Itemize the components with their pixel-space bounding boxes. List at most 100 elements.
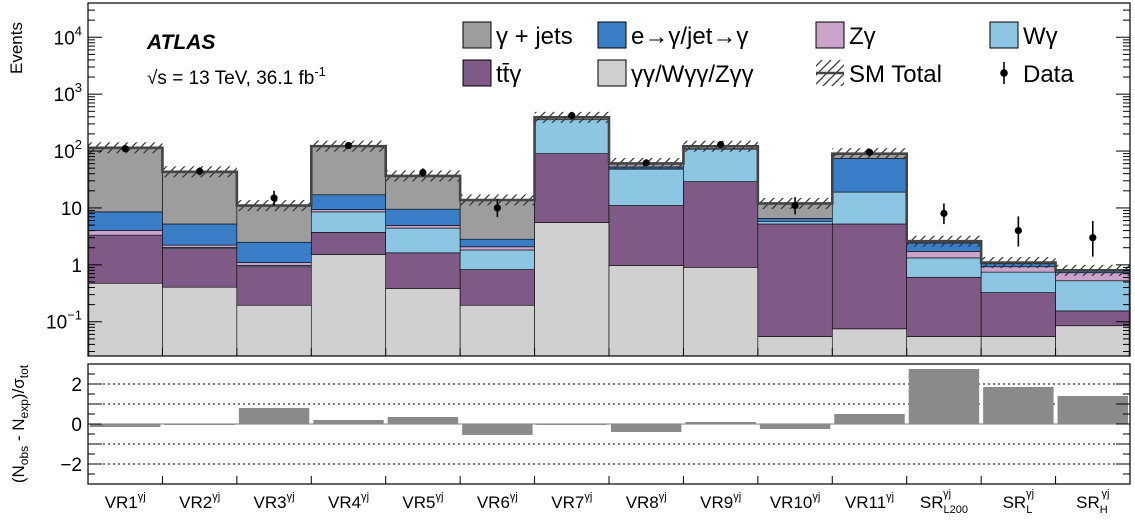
y-tick-label: 102: [54, 137, 82, 163]
sm-total-line: [88, 116, 1130, 356]
data-point: [270, 194, 278, 202]
bar-segment: [608, 168, 684, 206]
data-point: [121, 145, 129, 153]
ratio-title-s1: obs: [17, 446, 31, 465]
legend-label: tt̄γ: [496, 61, 521, 88]
category-base: VR1: [105, 493, 138, 512]
ratio-y-axis-title: (Nobs - Nexp)/σtot: [9, 364, 31, 483]
category-label: VR11γj: [845, 491, 894, 512]
legend-item: tt̄γ: [462, 59, 521, 88]
ratio-bar: [238, 408, 310, 424]
legend-marker: [1000, 69, 1008, 77]
legend-label: γγ/Wγγ/Zγγ: [631, 61, 754, 88]
legend-label: Zγ: [849, 23, 876, 50]
legend-label: Data: [1023, 61, 1074, 88]
category-superscript: γj: [943, 488, 951, 500]
y-tick-exponent: 4: [75, 23, 82, 38]
category-base: VR7: [551, 493, 584, 512]
sqrt-s: √s: [147, 68, 167, 89]
ratio-bar: [164, 424, 235, 425]
data-point: [568, 111, 576, 120]
legend-label: SM Total: [849, 61, 942, 88]
legend-item: γγ/Wγγ/Zγγ: [597, 59, 754, 88]
bar-segment: [385, 225, 461, 229]
bar-segment: [757, 336, 833, 356]
bar-segment: [310, 209, 387, 213]
ratio-title-p3: )/σ: [9, 378, 28, 399]
ratio-bar: [1057, 396, 1128, 424]
category-label: VR8γj: [626, 491, 667, 512]
bar-segment: [385, 208, 461, 226]
data-point: [344, 141, 353, 150]
legend-swatch: [462, 21, 492, 49]
bar-segment: [459, 304, 535, 356]
category-label: VR10γj: [770, 491, 820, 512]
bar-segment: [236, 262, 312, 266]
bar-segment: [1055, 310, 1130, 327]
category-base: VR9: [700, 493, 733, 512]
ratio-title-p2: - N: [9, 418, 28, 445]
category-superscript: γj: [138, 491, 146, 503]
ratio-bar: [759, 424, 831, 429]
ratio-title-s3: tot: [17, 364, 31, 378]
data-point: [717, 140, 725, 149]
main-y-axis-title: Events: [7, 22, 26, 74]
bar-segment: [459, 249, 535, 270]
category-subscript: L: [1026, 504, 1032, 516]
ratio-bar: [536, 424, 607, 425]
bar-segment: [831, 158, 908, 193]
bar-segment: [459, 246, 535, 251]
ratio-bar: [685, 422, 756, 424]
bar-segment: [980, 292, 1056, 337]
x-axis-category-labels: VR1γj VR2γj VR3γj VR4γj VR5γj VR6γj VR7γj VR8γj…: [87, 348, 1131, 516]
legend-label: γ + jets: [496, 23, 573, 50]
ratio-y-tick-label: 0: [71, 415, 82, 436]
energy-lumi-text: = 13 TeV, 36.1 fb: [167, 68, 314, 89]
category-superscript: γj: [361, 491, 369, 503]
category-label: VR6γj: [477, 491, 518, 512]
legend-item: γ + jets: [462, 21, 573, 50]
legend-swatch: [815, 21, 845, 49]
bar-segment: [534, 153, 610, 223]
ratio-bar: [983, 387, 1054, 424]
category-label: VR2γj: [179, 491, 220, 512]
legend: γ + jets e→γ/jet→γ Zγ Wγ tt̄γ γγ/Wγγ/Zγγ SM To…: [462, 21, 1074, 88]
bar-segment: [534, 119, 610, 154]
category-label: VR9γj: [700, 491, 741, 512]
category-base: VR11: [845, 493, 886, 512]
category-label: SRHγj: [1076, 488, 1109, 516]
bar-segment: [608, 205, 684, 266]
category-superscript: γj: [435, 491, 443, 503]
legend-item: Zγ: [815, 21, 876, 50]
category-label: SRL200 γj: [920, 488, 968, 516]
legend-swatch: [989, 21, 1019, 49]
bar-segment: [831, 328, 908, 356]
data-point: [865, 148, 874, 156]
bar-segment: [831, 191, 908, 225]
category-superscript: γj: [584, 491, 592, 503]
category-base: SR: [1076, 493, 1100, 512]
bar-segment: [459, 269, 535, 306]
bar-segment: [310, 194, 387, 210]
data-point: [493, 204, 501, 212]
bar-segment: [162, 248, 238, 288]
bar-segment: [1055, 325, 1130, 356]
category-superscript: γj: [659, 491, 667, 503]
bar-segment: [683, 181, 759, 268]
category-label: VR1γj: [105, 491, 146, 512]
y-tick-label: 103: [54, 80, 82, 106]
category-label: VR5γj: [402, 491, 443, 512]
y-tick-base: 10: [54, 142, 75, 163]
data-point: [419, 168, 427, 177]
bar-segment: [236, 266, 312, 306]
legend-item: SM Total: [816, 60, 942, 88]
bar-segment: [385, 288, 461, 356]
bar-segment: [88, 282, 163, 356]
ratio-y-tick-label: 2: [71, 375, 82, 396]
bar-segment: [310, 211, 387, 233]
bar-segment: [1055, 280, 1130, 312]
legend-swatch: [597, 21, 627, 49]
data-point: [940, 209, 948, 218]
